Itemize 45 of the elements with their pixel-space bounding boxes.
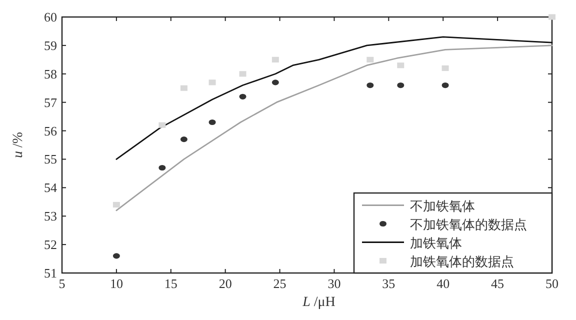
y-tick-label: 51 xyxy=(44,266,57,280)
point xyxy=(272,56,279,62)
y-tick-label: 56 xyxy=(44,123,58,138)
point xyxy=(397,62,404,68)
x-tick-label: 10 xyxy=(110,276,123,291)
point xyxy=(208,119,216,126)
x-tick-label: 45 xyxy=(491,276,504,291)
y-tick-label: 54 xyxy=(44,180,58,196)
point xyxy=(366,82,374,88)
x-axis-title: L /μH xyxy=(302,295,336,310)
point xyxy=(442,65,449,71)
legend-label: 不加铁氧体 xyxy=(410,199,475,214)
x-tick-label: 20 xyxy=(218,276,232,291)
x-tick-label: 35 xyxy=(382,276,396,291)
x-tick-label: 25 xyxy=(273,276,286,291)
point xyxy=(158,164,166,171)
point xyxy=(366,56,374,62)
point xyxy=(272,80,279,86)
y-tick-label: 53 xyxy=(44,208,57,224)
y-tick-label: 55 xyxy=(44,152,57,167)
point xyxy=(158,122,166,128)
legend-label: 加铁氧体的数据点 xyxy=(410,254,514,270)
legend-label: 加铁氧体 xyxy=(410,236,462,252)
y-tick-label: 60 xyxy=(44,10,57,24)
point xyxy=(180,85,188,91)
point xyxy=(208,80,216,86)
x-tick-label: 5 xyxy=(58,276,66,291)
x-tick-label: 50 xyxy=(546,276,558,291)
y-tick-label: 58 xyxy=(44,66,57,82)
point xyxy=(239,71,246,77)
point xyxy=(112,202,120,208)
y-tick-label: 59 xyxy=(44,38,57,53)
point xyxy=(239,94,246,100)
y-tick-label: 57 xyxy=(44,94,58,110)
point xyxy=(180,136,188,142)
point xyxy=(397,82,404,88)
y-axis-title: u /% xyxy=(11,132,26,158)
x-tick-label: 30 xyxy=(328,276,341,291)
y-tick-label: 52 xyxy=(44,237,57,252)
point xyxy=(442,82,449,88)
point xyxy=(548,14,556,20)
x-tick-label: 15 xyxy=(164,276,178,291)
legend-label: 不加铁氧体的数据点 xyxy=(410,218,527,233)
point xyxy=(112,253,120,259)
x-tick-label: 40 xyxy=(436,276,450,291)
